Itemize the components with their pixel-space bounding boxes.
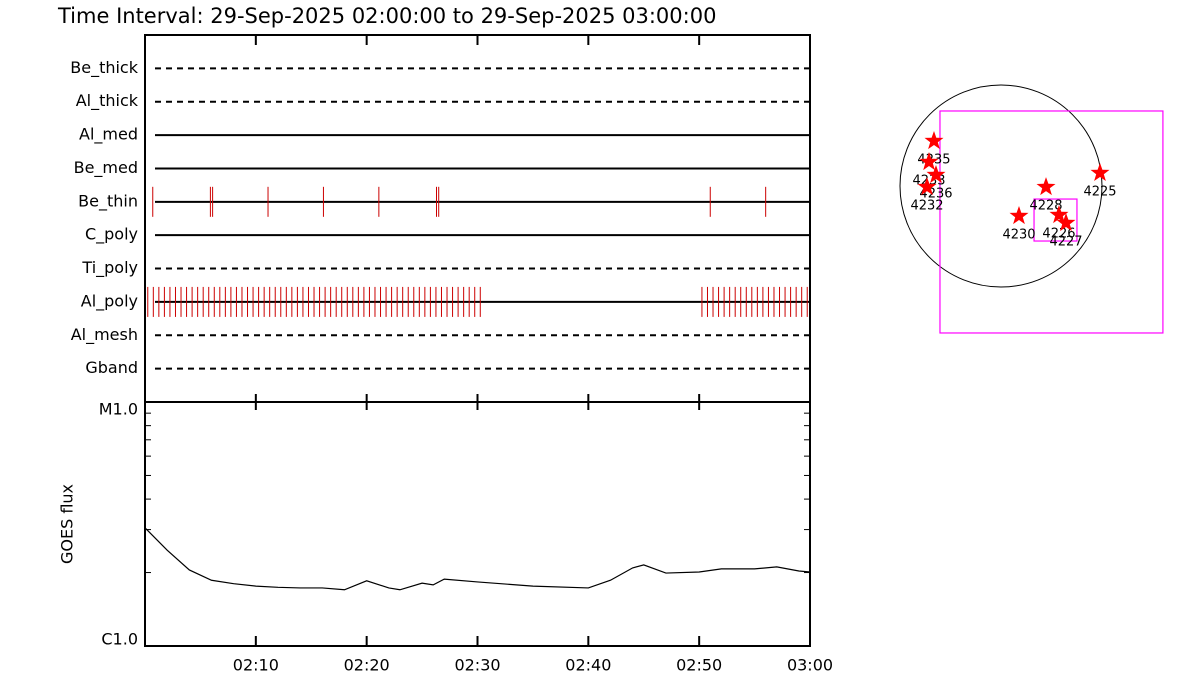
- row-label: Al_med: [79, 125, 138, 145]
- x-tick-label: 02:40: [565, 656, 611, 675]
- x-tick-label: 02:30: [454, 656, 500, 675]
- row-label: Be_thin: [78, 191, 138, 211]
- panel-frame: [144, 34, 811, 403]
- region-star: [1090, 163, 1110, 181]
- row-label: Gband: [85, 358, 138, 377]
- region-label: 4232: [910, 199, 943, 214]
- y-axis-label: GOES flux: [58, 484, 77, 564]
- fov-box: [939, 110, 1164, 334]
- region-label: 4230: [1002, 227, 1035, 242]
- region-label: 4228: [1029, 199, 1062, 214]
- row-label: Be_thick: [70, 58, 138, 78]
- region-star: [924, 131, 944, 150]
- row-label: C_poly: [85, 225, 138, 245]
- x-tick-label: 02:20: [344, 656, 390, 675]
- x-tick-label: 03:00: [787, 656, 833, 675]
- row-label: Al_mesh: [71, 325, 138, 345]
- solar-disk: [899, 84, 1103, 288]
- title: Time Interval: 29-Sep-2025 02:00:00 to 2…: [57, 4, 716, 28]
- panel-frame: [144, 401, 811, 647]
- x-tick-label: 02:50: [676, 656, 722, 675]
- region-star: [1056, 213, 1076, 232]
- row-label: Be_med: [74, 158, 138, 178]
- region-star: [926, 165, 946, 183]
- row-label: Al_thick: [76, 91, 139, 111]
- region-star: [1009, 206, 1029, 225]
- region-label: 4227: [1049, 235, 1082, 250]
- y-tick-label: M1.0: [99, 400, 138, 419]
- fov-box: [1033, 198, 1078, 242]
- x-tick-label: 02:10: [233, 656, 279, 675]
- region-label: 4226: [1042, 227, 1075, 242]
- region-star: [919, 152, 939, 171]
- row-label: Al_poly: [81, 291, 138, 311]
- goes-line: [144, 527, 811, 591]
- region-star: [1049, 205, 1069, 224]
- region-star: [917, 177, 937, 196]
- region-star: [1036, 177, 1056, 196]
- y-tick-label: C1.0: [101, 630, 138, 649]
- row-label: Ti_poly: [81, 258, 138, 278]
- region-label: 4225: [1083, 184, 1116, 199]
